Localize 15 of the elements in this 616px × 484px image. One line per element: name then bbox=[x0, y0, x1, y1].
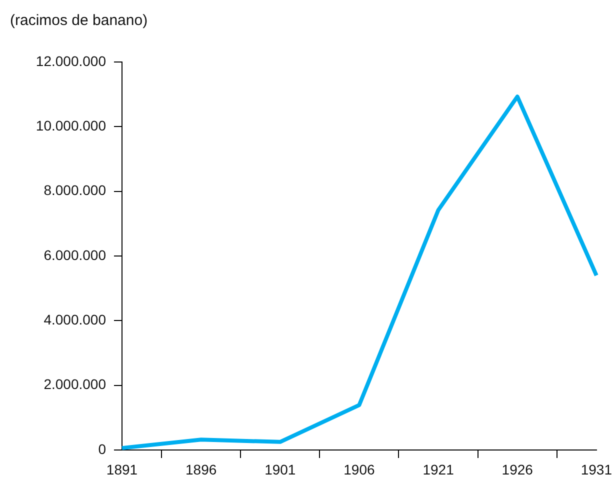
x-tick-label: 1901 bbox=[264, 461, 296, 478]
y-tick-label: 0 bbox=[98, 440, 106, 457]
x-tick-label: 1891 bbox=[106, 461, 138, 478]
y-tick-label: 4.000.000 bbox=[44, 312, 106, 328]
x-tick-label: 1921 bbox=[422, 461, 454, 478]
y-tick-label: 8.000.000 bbox=[44, 182, 106, 198]
x-tick-label: 1926 bbox=[502, 461, 534, 478]
x-tick-label: 1906 bbox=[344, 461, 375, 478]
y-tick-label: 12.000.000 bbox=[36, 52, 106, 69]
y-tick-label: 10.000.000 bbox=[36, 118, 106, 134]
x-tick-label: 1931 bbox=[580, 461, 612, 478]
x-tick-label: 1896 bbox=[185, 461, 217, 478]
y-axis-title: (racimos de banano) bbox=[10, 12, 148, 29]
y-tick-label: 6.000.000 bbox=[44, 246, 106, 263]
y-tick-label: 2.000.000 bbox=[44, 376, 106, 392]
